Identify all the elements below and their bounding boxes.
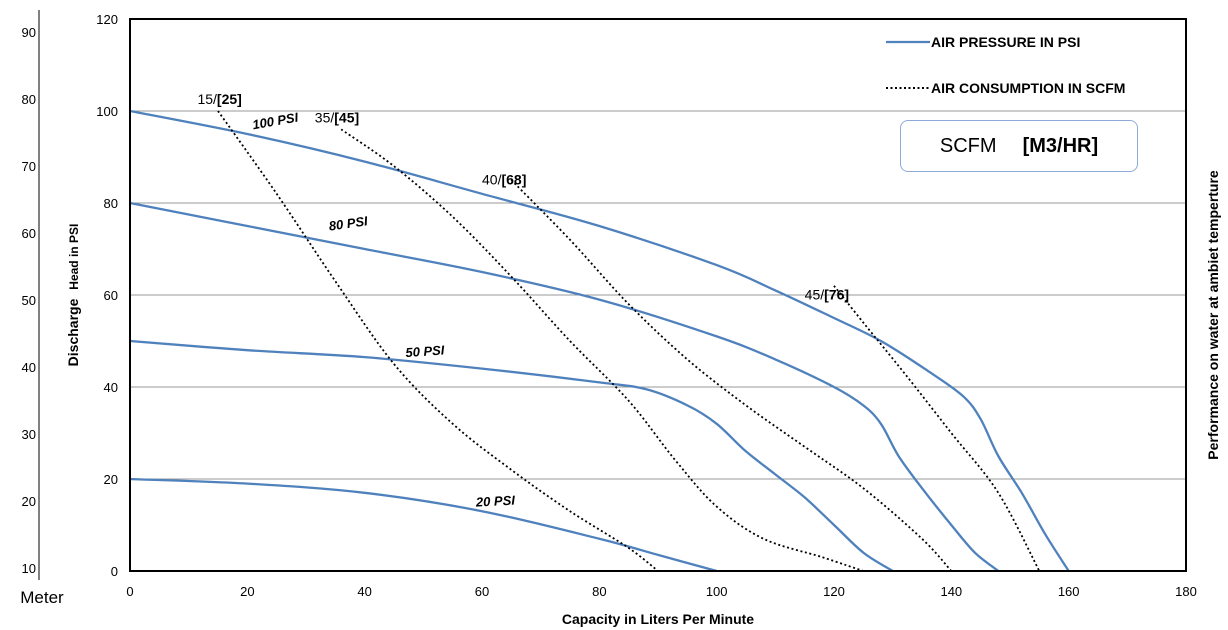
y-tick-label: 40 — [104, 380, 118, 395]
consumption-label-m3hr: [25] — [217, 91, 242, 107]
meter-axis-title: Meter — [20, 588, 64, 607]
x-tick-label: 20 — [240, 584, 254, 599]
consumption-curve — [510, 179, 952, 572]
consumption-label-scfm: 45/ — [805, 287, 825, 303]
y-tick-label: 60 — [104, 288, 118, 303]
x-axis-title: Capacity in Liters Per Minute — [562, 611, 754, 627]
x-tick-label: 100 — [706, 584, 728, 599]
series-label: 50 PSI — [405, 342, 445, 360]
y-axis-title: Discharge Head in PSI — [65, 224, 81, 367]
x-tick-label: 180 — [1175, 584, 1197, 599]
meter-tick-label: 30 — [22, 427, 36, 442]
x-axis-ticks: 0 20 40 60 80 100 120 140 160 180 — [126, 584, 1196, 599]
x-tick-label: 80 — [592, 584, 606, 599]
consumption-curves — [217, 110, 1041, 572]
x-tick-label: 140 — [940, 584, 962, 599]
consumption-curve — [833, 285, 1041, 572]
meter-tick-label: 90 — [22, 25, 36, 40]
x-tick-label: 0 — [126, 584, 133, 599]
meter-tick-label: 40 — [22, 360, 36, 375]
consumption-label: 15/[25] — [197, 91, 241, 107]
series-label: 80 PSI — [328, 213, 369, 233]
series-labels: 100 PSI 80 PSI 50 PSI 20 PSI 15/[25] 35/[45] 4… — [197, 91, 849, 510]
meter-tick-label: 10 — [22, 561, 36, 576]
series-label: 20 PSI — [475, 493, 516, 510]
y-axis-title-main: Discharge — [65, 298, 81, 366]
consumption-curve — [217, 110, 659, 572]
pressure-curves — [129, 109, 1070, 573]
meter-tick-label: 70 — [22, 159, 36, 174]
y-tick-label: 100 — [96, 104, 118, 119]
x-tick-label: 40 — [357, 584, 371, 599]
y-tick-label: 0 — [111, 564, 118, 579]
pressure-curve-100-psi — [129, 109, 1070, 572]
y-axis-ticks: 0 20 40 60 80 100 120 — [96, 12, 118, 579]
pressure-curve-50-psi — [129, 339, 894, 572]
meter-tick-label: 50 — [22, 293, 36, 308]
consumption-label: 35/[45] — [315, 110, 359, 126]
unit-box-scfm: SCFM — [939, 134, 997, 157]
meter-tick-label: 60 — [22, 226, 36, 241]
unit-box: SCFM [M3/HR] — [900, 120, 1138, 172]
meter-tick-label: 80 — [22, 92, 36, 107]
consumption-label: 40/[68] — [482, 172, 526, 188]
consumption-label-scfm: 15/ — [197, 91, 217, 107]
consumption-label-scfm: 40/ — [482, 172, 502, 188]
plot-area-frame — [129, 18, 1187, 572]
x-tick-label: 120 — [823, 584, 845, 599]
x-tick-label: 60 — [475, 584, 489, 599]
legend-label-consumption: AIR CONSUMPTION IN SCFM — [931, 80, 1125, 96]
unit-box-m3hr: [M3/HR] — [1022, 134, 1099, 157]
consumption-curve — [340, 128, 864, 572]
pressure-curve-20-psi — [129, 477, 718, 573]
meter-tick-label: 20 — [22, 494, 36, 509]
gridlines — [130, 110, 1186, 480]
consumption-label: 45/[76] — [805, 287, 849, 303]
consumption-label-scfm: 35/ — [315, 110, 335, 126]
pressure-curve-80-psi — [129, 201, 1000, 572]
y-tick-label: 120 — [96, 12, 118, 27]
meter-axis-ticks: 90 80 70 60 50 40 30 20 10 — [22, 25, 36, 576]
series-label: 100 PSI — [251, 109, 300, 132]
consumption-label-m3hr: [45] — [334, 110, 359, 126]
y-axis-title-sub: Head in PSI — [67, 224, 81, 290]
legend: AIR PRESSURE IN PSI AIR CONSUMPTION IN S… — [886, 34, 1125, 96]
consumption-label-m3hr: [76] — [824, 287, 849, 303]
consumption-label-m3hr: [68] — [501, 172, 526, 188]
legend-label-pressure: AIR PRESSURE IN PSI — [931, 34, 1080, 50]
y-tick-label: 80 — [104, 196, 118, 211]
y-tick-label: 20 — [104, 472, 118, 487]
x-tick-label: 160 — [1058, 584, 1080, 599]
right-axis-title: Performance on water at ambiet tempertur… — [1205, 170, 1221, 460]
